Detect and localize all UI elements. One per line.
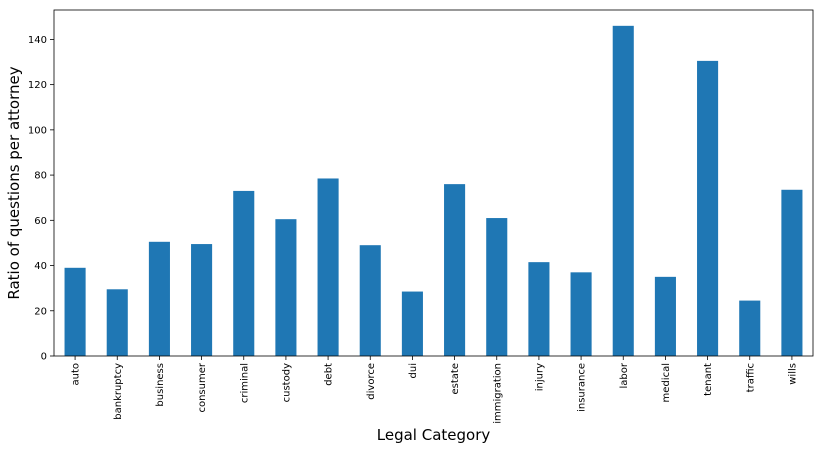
x-tick-label-business: business [155, 363, 166, 407]
bar-auto [64, 267, 86, 356]
y-tick-label: 140 [28, 35, 47, 46]
bar-custody [275, 219, 297, 356]
x-tick-label-criminal: criminal [239, 363, 250, 403]
x-tick-label-labor: labor [619, 362, 630, 388]
bar-business [148, 241, 170, 356]
y-axis: 0 20 40 60 80 100 120 140 [28, 35, 54, 363]
y-tick-label: 20 [34, 306, 47, 317]
x-tick-label-bankruptcy: bankruptcy [113, 363, 124, 420]
x-axis-label: Legal Category [377, 426, 491, 444]
x-tick-label-debt: debt [324, 363, 335, 386]
bar-consumer [191, 244, 213, 356]
x-tick-label-auto: auto [71, 363, 82, 386]
bar-immigration [486, 218, 508, 356]
x-tick-label-divorce: divorce [366, 363, 377, 400]
x-tick-label-insurance: insurance [577, 363, 588, 412]
y-tick-label: 40 [34, 261, 47, 272]
bar-bankruptcy [106, 289, 128, 356]
y-tick-label: 0 [41, 352, 47, 363]
bar-injury [528, 262, 550, 356]
bar-traffic [739, 300, 761, 356]
y-tick-label: 120 [28, 80, 47, 91]
y-tick-label: 60 [34, 216, 47, 227]
bar-debt [317, 178, 339, 356]
x-tick-label-tenant: tenant [703, 363, 714, 396]
bar-divorce [359, 245, 381, 356]
x-tick-label-wills: wills [787, 363, 798, 385]
bar-medical [654, 276, 676, 356]
x-tick-label-medical: medical [661, 363, 672, 402]
x-tick-label-immigration: immigration [492, 363, 503, 424]
bar-insurance [570, 272, 592, 356]
bar-dui [401, 291, 423, 356]
x-tick-label-consumer: consumer [197, 362, 208, 412]
x-tick-label-custody: custody [281, 363, 292, 402]
bar-wills [781, 189, 803, 356]
y-tick-label: 80 [34, 171, 47, 182]
bar-criminal [233, 190, 255, 356]
x-axis: auto bankruptcy business consumer criminal cu… [71, 356, 798, 424]
bars-group [64, 25, 803, 357]
bar-tenant [697, 60, 719, 356]
bar-labor [612, 25, 634, 357]
y-axis-label: Ratio of questions per attorney [5, 66, 23, 299]
y-tick-label: 100 [28, 125, 47, 136]
x-tick-label-estate: estate [450, 363, 461, 394]
bar-estate [444, 184, 466, 356]
x-tick-label-dui: dui [408, 363, 419, 378]
x-tick-label-traffic: traffic [745, 363, 756, 392]
plot-frame [53, 9, 814, 357]
x-tick-label-injury: injury [534, 363, 545, 391]
